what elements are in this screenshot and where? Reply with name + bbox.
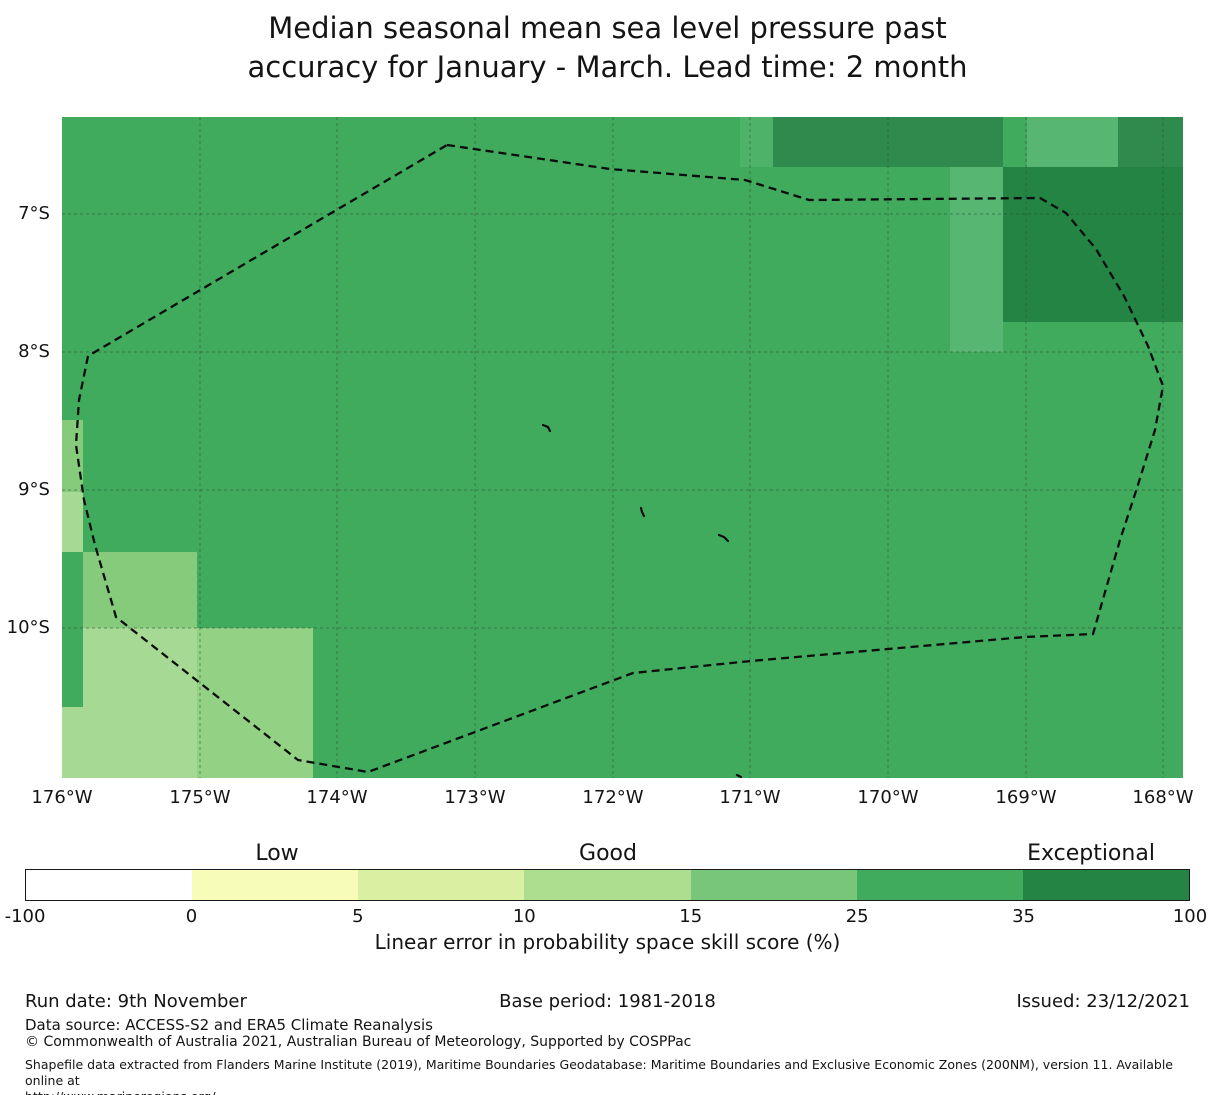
island-mark xyxy=(541,423,552,433)
map-overlay xyxy=(62,117,1183,778)
map-cell xyxy=(83,552,197,628)
colorbar-tick-label: 25 xyxy=(845,906,869,927)
colorbar-segment xyxy=(524,870,691,900)
colorbar-caption: Linear error in probability space skill … xyxy=(374,930,841,954)
colorbar-tick-label: 10 xyxy=(512,906,536,927)
map-cell xyxy=(1027,117,1118,167)
shapefile-attribution-text: Shapefile data extracted from Flanders M… xyxy=(25,1057,1190,1095)
map-cell xyxy=(62,420,83,492)
colorbar-segment xyxy=(358,870,525,900)
x-tick-label: 170°W xyxy=(857,787,919,808)
x-tick-label: 173°W xyxy=(444,787,506,808)
colorbar-tick-label: 15 xyxy=(679,906,703,927)
island-mark xyxy=(717,533,730,543)
x-tick-label: 176°W xyxy=(31,787,93,808)
map-cell xyxy=(62,492,83,552)
map-panel xyxy=(62,117,1183,778)
y-tick-label: 7°S xyxy=(18,203,50,225)
colorbar-tick-label: -100 xyxy=(4,906,46,927)
y-tick-label: 9°S xyxy=(18,479,50,501)
map-cell xyxy=(197,628,313,778)
x-tick-label: 175°W xyxy=(169,787,231,808)
colorbar-tick-labels: -100 0 5 10 15 25 35 100 xyxy=(0,906,1215,928)
colorbar-tick-label: 35 xyxy=(1012,906,1036,927)
issued-date-text: Issued: 23/12/2021 xyxy=(1016,991,1190,1012)
y-tick-label: 10°S xyxy=(6,617,50,639)
chart-title: Median seasonal mean sea level pressure … xyxy=(0,9,1215,87)
y-axis-tick-labels: 7°S 8°S 9°S 10°S xyxy=(0,117,50,778)
island-mark xyxy=(735,773,743,778)
map-cell xyxy=(83,628,197,778)
data-source-text: Data source: ACCESS-S2 and ERA5 Climate … xyxy=(25,1016,433,1034)
base-period-text: Base period: 1981-2018 xyxy=(499,991,716,1012)
colorbar-zone-labels: Low Good Exceptional xyxy=(0,841,1215,867)
colorbar-zone-label: Good xyxy=(579,841,637,866)
map-cell xyxy=(62,707,83,778)
colorbar-segment xyxy=(856,870,1023,900)
colorbar-tick-label: 0 xyxy=(185,906,198,927)
title-line-2: accuracy for January - March. Lead time:… xyxy=(247,50,968,84)
colorbar-tick-label: 5 xyxy=(352,906,364,927)
x-axis-tick-labels: 176°W 175°W 174°W 173°W 172°W 171°W 170°W 169°W… xyxy=(0,787,1215,811)
copyright-text: © Commonwealth of Australia 2021, Austra… xyxy=(25,1034,692,1050)
colorbar-zone-label: Low xyxy=(255,841,299,866)
colorbar-segment xyxy=(1022,870,1189,900)
eez-boundary-dashed xyxy=(74,143,1165,774)
x-tick-label: 169°W xyxy=(995,787,1057,808)
colorbar-zone-label: Exceptional xyxy=(1027,841,1155,866)
x-tick-label: 174°W xyxy=(306,787,368,808)
y-tick-label: 8°S xyxy=(18,341,50,363)
shapefile-line-2: http://www.marineregions.org/. xyxy=(25,1089,1190,1095)
colorbar-segment xyxy=(26,870,193,900)
colorbar-segment xyxy=(192,870,359,900)
colorbar xyxy=(25,869,1190,901)
x-tick-label: 171°W xyxy=(719,787,781,808)
title-line-1: Median seasonal mean sea level pressure … xyxy=(268,11,947,45)
run-date-text: Run date: 9th November xyxy=(25,991,247,1012)
island-mark xyxy=(639,506,646,518)
colorbar-segment xyxy=(690,870,857,900)
map-cell xyxy=(740,117,773,167)
shapefile-line-1: Shapefile data extracted from Flanders M… xyxy=(25,1057,1173,1088)
x-tick-label: 168°W xyxy=(1132,787,1194,808)
colorbar-tick-label: 100 xyxy=(1172,906,1208,927)
x-tick-label: 172°W xyxy=(582,787,644,808)
map-cell xyxy=(1118,117,1183,167)
